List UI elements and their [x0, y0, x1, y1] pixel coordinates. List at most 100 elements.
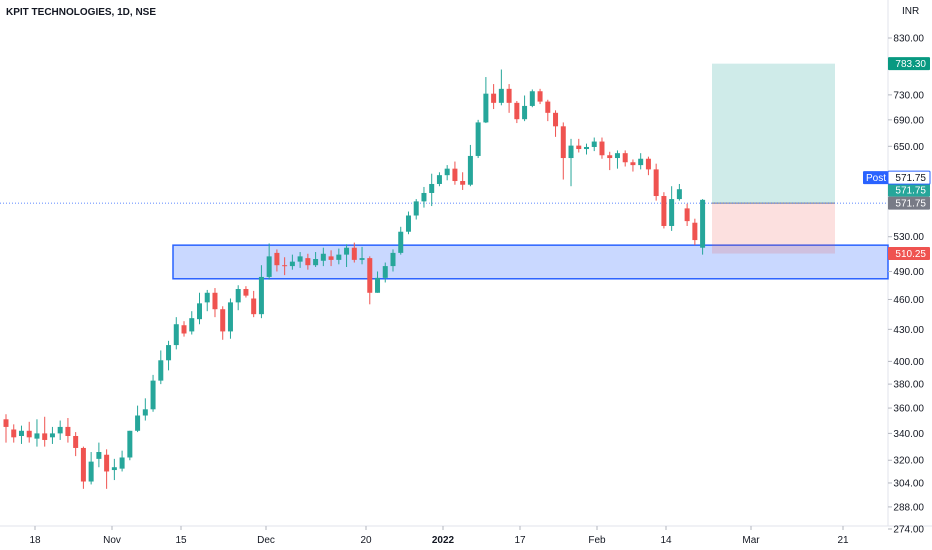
candle	[645, 156, 651, 176]
candle-body	[150, 380, 156, 410]
candle	[57, 420, 63, 440]
candle-body	[645, 158, 651, 170]
entry-price-tag-text: 571.75	[895, 199, 926, 210]
candle	[127, 430, 133, 461]
candle	[80, 446, 86, 489]
candle-body	[274, 252, 280, 266]
price-tick-label: 380.00	[893, 380, 924, 391]
candle	[653, 163, 659, 201]
close-price-tag-bg	[888, 183, 930, 197]
candle-body	[614, 153, 620, 159]
candle-body	[375, 277, 381, 293]
candle	[405, 211, 411, 235]
stop-price-tag: 510.25	[888, 247, 930, 261]
candle	[576, 138, 582, 153]
candle-body	[227, 302, 233, 332]
candle	[289, 254, 295, 270]
candle-body	[158, 360, 164, 381]
candle-body	[444, 168, 450, 176]
candle-body	[3, 419, 9, 427]
candle-body	[684, 208, 690, 222]
candle	[328, 250, 334, 267]
candle	[367, 256, 373, 305]
candle	[452, 161, 458, 185]
candle	[436, 172, 442, 187]
target-zone	[712, 63, 835, 204]
candle-body	[653, 169, 659, 197]
candle-body	[18, 430, 24, 437]
post-value-bg	[887, 170, 931, 185]
candle	[258, 265, 264, 319]
candle	[614, 150, 620, 169]
candle-body	[197, 303, 202, 320]
time-tick-label: 14	[660, 535, 672, 546]
candle	[320, 247, 326, 267]
candle-body	[622, 153, 628, 163]
candle	[460, 172, 466, 190]
candle	[568, 138, 574, 187]
candle-body	[498, 88, 504, 103]
candle	[382, 262, 388, 283]
symbol-title: KPIT TECHNOLOGIES, 1D, NSE	[6, 7, 157, 18]
candle-body	[568, 145, 574, 159]
candle	[227, 298, 233, 339]
candle-body	[142, 409, 148, 416]
candle	[282, 257, 288, 276]
candle-body	[475, 122, 481, 156]
candle	[266, 243, 272, 280]
candle-body	[405, 215, 411, 232]
candle-body	[584, 146, 589, 150]
candle	[212, 288, 218, 318]
candle	[251, 290, 257, 318]
candle-body	[49, 433, 55, 438]
candle	[351, 242, 357, 263]
candle-body	[127, 430, 133, 458]
candle-body	[560, 126, 566, 159]
candle	[359, 246, 365, 265]
candle-body	[220, 309, 226, 332]
candle-body	[367, 258, 373, 293]
candle	[34, 419, 40, 447]
candle-body	[328, 256, 334, 260]
candle	[444, 165, 450, 181]
candle	[65, 418, 71, 443]
time-tick-label: 18	[29, 535, 41, 546]
time-tick-label: 2022	[432, 535, 455, 546]
candle-body	[359, 258, 365, 260]
candle-body	[491, 93, 497, 103]
candle	[684, 203, 690, 226]
candle	[181, 321, 187, 337]
candle-body	[212, 292, 218, 310]
candle	[111, 458, 117, 481]
price-tick-label: 490.00	[893, 267, 924, 278]
candle	[529, 89, 535, 108]
candle-body	[344, 247, 350, 255]
price-tick-label: 690.00	[893, 115, 924, 126]
entry-price-tag-bg	[888, 196, 930, 210]
candle-body	[676, 189, 682, 200]
candle-body	[313, 259, 319, 266]
candle-body	[258, 276, 264, 315]
candle	[313, 252, 319, 267]
candle-body	[336, 254, 342, 260]
candle	[375, 271, 381, 293]
candle	[669, 186, 675, 231]
candle-body	[297, 256, 303, 262]
candle	[398, 226, 404, 255]
time-tick-label: 15	[175, 535, 187, 546]
candle-body	[421, 192, 427, 202]
candle-body	[591, 141, 597, 147]
price-tick-label: 830.00	[893, 34, 924, 45]
candle-body	[189, 318, 195, 332]
candle-body	[514, 102, 520, 120]
candle	[305, 253, 311, 270]
candle-body	[181, 325, 187, 334]
candle	[676, 183, 682, 201]
candle-body	[104, 454, 110, 472]
candle	[514, 100, 520, 124]
price-tick-label: 430.00	[893, 325, 924, 336]
candle-body	[390, 252, 396, 267]
candle	[189, 311, 195, 335]
candle	[545, 99, 551, 122]
